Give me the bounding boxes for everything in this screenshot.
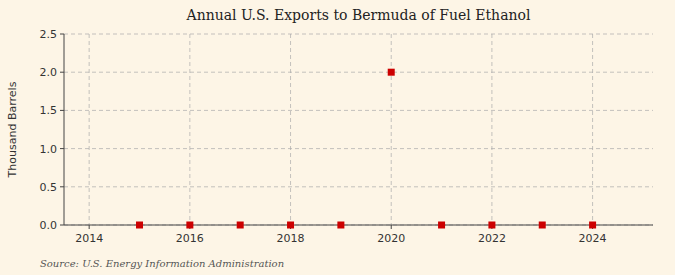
point — [438, 222, 445, 229]
grid — [64, 34, 653, 225]
tick — [60, 148, 64, 149]
chart: Annual U.S. Exports to Bermuda of Fuel E… — [0, 0, 675, 275]
grid-line — [64, 34, 653, 35]
tick — [60, 186, 64, 187]
grid-line — [491, 34, 492, 225]
point — [539, 222, 546, 229]
grid-line — [189, 34, 190, 225]
point — [186, 222, 193, 229]
tick — [391, 225, 392, 229]
tick — [60, 110, 64, 111]
points — [136, 69, 596, 229]
y-axis-label: Thousand Barrels — [6, 81, 19, 178]
point — [237, 222, 244, 229]
title: Annual U.S. Exports to Bermuda of Fuel E… — [186, 7, 531, 23]
point — [589, 222, 596, 229]
tick-label: 2014 — [75, 232, 103, 245]
grid-line — [290, 34, 291, 225]
tick-label: 2.5 — [40, 28, 58, 41]
tick — [89, 225, 90, 229]
point — [136, 222, 143, 229]
tick-label: 0.0 — [40, 219, 58, 232]
tick — [60, 72, 64, 73]
tick-label: 2022 — [478, 232, 506, 245]
point — [337, 222, 344, 229]
point — [488, 222, 495, 229]
annotation: Source: U.S. Energy Information Administ… — [40, 258, 284, 269]
grid-line — [64, 148, 653, 149]
tick-label: 2.0 — [40, 66, 58, 79]
tick-label: 2018 — [277, 232, 305, 245]
tick-label: 1.0 — [40, 143, 58, 156]
point — [388, 69, 395, 76]
grid-line — [64, 72, 653, 73]
tick-label: 2024 — [579, 232, 607, 245]
axes: 0.0 0.5 1.0 1.5 2.0 2.5 2014 2016 2018 2020 2022 20… — [40, 28, 654, 245]
tick — [60, 225, 64, 226]
grid-line — [64, 110, 653, 111]
grid-line — [64, 225, 653, 226]
y-axis — [64, 34, 65, 225]
tick-label: 0.5 — [40, 181, 58, 194]
point — [287, 222, 294, 229]
tick — [60, 34, 64, 35]
grid-line — [89, 34, 90, 225]
tick-label: 2016 — [176, 232, 204, 245]
tick-label: 1.5 — [40, 104, 58, 117]
grid-line — [391, 34, 392, 225]
grid-line — [64, 186, 653, 187]
grid-line — [592, 34, 593, 225]
x-axis — [64, 225, 653, 226]
tick-label: 2020 — [377, 232, 405, 245]
